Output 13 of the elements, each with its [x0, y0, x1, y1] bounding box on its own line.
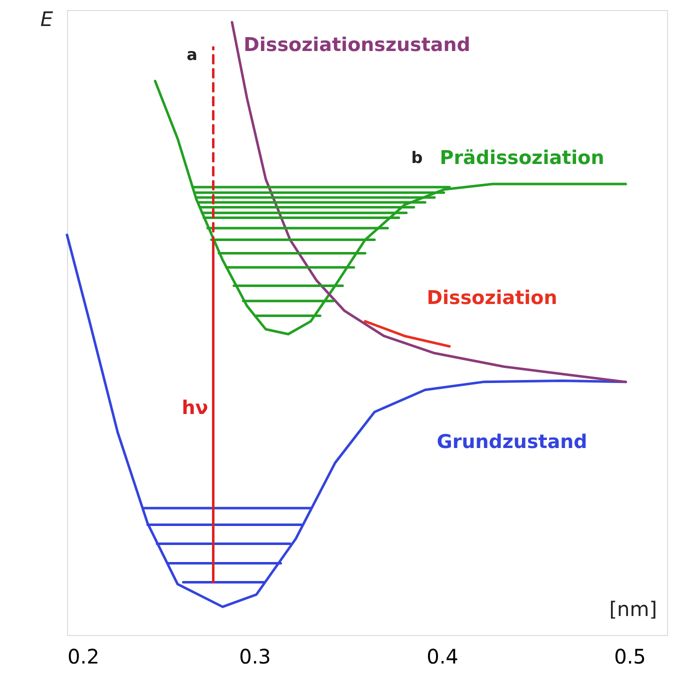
x-tick-label: 0.2 — [68, 644, 100, 668]
annotation: b — [411, 148, 423, 167]
x-axis-title: [nm] — [609, 597, 657, 621]
y-axis-title: E — [40, 7, 54, 31]
series-label: Dissoziation — [426, 287, 558, 309]
text: Grundzustand — [436, 431, 588, 453]
series-label: hν — [182, 397, 208, 419]
annotation: a — [186, 45, 198, 64]
x-tick-label: 0.4 — [426, 644, 458, 668]
series-label: Dissoziationszustand — [244, 34, 470, 56]
x-tick-label: 0.5 — [614, 644, 646, 668]
series-label: Prädissoziation — [440, 147, 604, 169]
x-tick-label: 0.3 — [239, 644, 271, 668]
